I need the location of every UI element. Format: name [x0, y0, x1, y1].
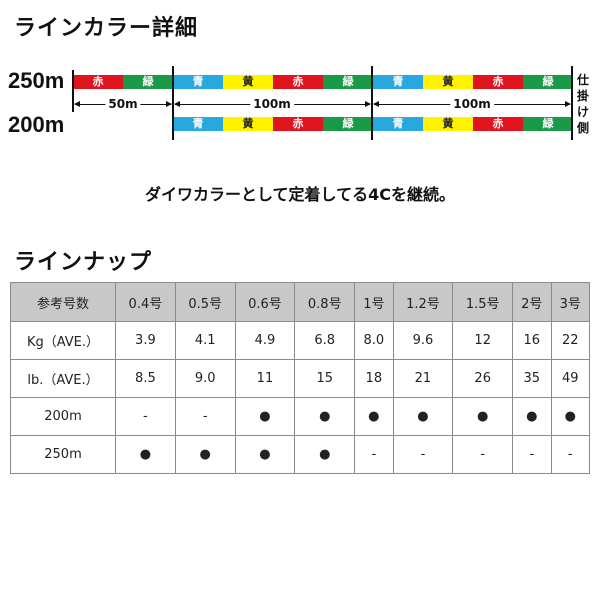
color-segment: 緑 — [323, 75, 373, 89]
color-segment: 赤 — [473, 117, 523, 131]
table-row: 200m - - ● ● ● ● ● ● ● — [10, 397, 590, 436]
table-cell: 49 — [550, 359, 590, 398]
table-row: lb.（AVE.） 8.5 9.0 11 15 18 21 26 35 49 — [10, 359, 590, 398]
row-label-cell: 250m — [10, 435, 116, 474]
divider-line — [571, 66, 573, 140]
table-row: 250m ● ● ● ● - - - - - — [10, 435, 590, 474]
color-segment: 赤 — [473, 75, 523, 89]
table-cell: 26 — [452, 359, 514, 398]
lineup-table: 参考号数 0.4号 0.5号 0.6号 0.8号 1号 1.2号 1.5号 2号 3号 Kg（AVE… — [10, 282, 590, 474]
description-sentence: ダイワカラーとして定着してる4Cを継続。 — [145, 185, 455, 204]
table-cell: 8.5 — [115, 359, 176, 398]
table-cell: ● — [174, 435, 236, 474]
color-segment: 黄 — [423, 75, 473, 89]
table-cell: 3号 — [550, 282, 590, 322]
row-label-cell: 200m — [10, 397, 116, 436]
table-cell: 1.5号 — [452, 282, 514, 322]
table-cell: 9.0 — [174, 359, 236, 398]
table-cell: - — [174, 397, 236, 436]
dimension-label: 50m — [105, 97, 141, 111]
table-cell: 9.6 — [392, 321, 454, 360]
table-cell: 3.9 — [115, 321, 176, 360]
color-segment: 赤 — [73, 75, 123, 89]
color-segment: 黄 — [223, 117, 273, 131]
table-cell: 2号 — [512, 282, 552, 322]
table-cell: ● — [452, 397, 514, 436]
table-cell: 0.5号 — [174, 282, 236, 322]
table-cell: ● — [354, 397, 394, 436]
table-cell: 22 — [550, 321, 590, 360]
dimension-label: 100m — [250, 97, 294, 111]
dimension-label: 100m — [450, 97, 494, 111]
color-segment: 青 — [173, 75, 223, 89]
table-cell: 12 — [452, 321, 514, 360]
color-segment: 緑 — [323, 117, 373, 131]
table-cell: 1号 — [354, 282, 394, 322]
color-segment: 緑 — [523, 75, 573, 89]
table-cell: ● — [234, 397, 296, 436]
table-cell: 35 — [512, 359, 552, 398]
color-bar-200m: 青黄赤緑青黄赤緑 — [173, 117, 573, 131]
row-label-cell: Kg（AVE.） — [10, 321, 116, 360]
table-cell: 18 — [354, 359, 394, 398]
table-cell: - — [392, 435, 454, 474]
table-cell: 21 — [392, 359, 454, 398]
length-200-label: 200m — [8, 112, 65, 137]
color-segment: 黄 — [423, 117, 473, 131]
lineup-title: ラインナップ — [14, 250, 153, 275]
table-cell: 0.8号 — [294, 282, 356, 322]
row-label-cell: 参考号数 — [10, 282, 116, 322]
rig-side-label: 仕掛け側 — [576, 73, 589, 135]
table-cell: ● — [294, 397, 356, 436]
table-cell: - — [354, 435, 394, 474]
row-label-cell: lb.（AVE.） — [10, 359, 116, 398]
color-segment: 黄 — [223, 75, 273, 89]
table-cell: ● — [550, 397, 590, 436]
color-segment: 青 — [373, 75, 423, 89]
table-header-row: 参考号数 0.4号 0.5号 0.6号 0.8号 1号 1.2号 1.5号 2号 3号 — [10, 282, 590, 322]
divider-line — [172, 66, 174, 140]
color-segment: 青 — [173, 117, 223, 131]
length-250-label: 250m — [8, 68, 65, 93]
table-cell: ● — [392, 397, 454, 436]
table-cell: ● — [294, 435, 356, 474]
table-cell: - — [452, 435, 514, 474]
table-cell: 1.2号 — [392, 282, 454, 322]
table-cell: ● — [512, 397, 552, 436]
table-cell: 11 — [234, 359, 296, 398]
table-cell: - — [550, 435, 590, 474]
table-cell: ● — [115, 435, 176, 474]
table-cell: 4.1 — [174, 321, 236, 360]
color-segment: 緑 — [123, 75, 173, 89]
table-cell: 6.8 — [294, 321, 356, 360]
table-cell: 16 — [512, 321, 552, 360]
color-segment: 青 — [373, 117, 423, 131]
color-detail-title: ラインカラー詳細 — [14, 16, 199, 41]
color-segment: 緑 — [523, 117, 573, 131]
table-cell: 0.4号 — [115, 282, 176, 322]
table-row: Kg（AVE.） 3.9 4.1 4.9 6.8 8.0 9.6 12 16 22 — [10, 321, 590, 360]
color-segment: 赤 — [273, 75, 323, 89]
table-cell: - — [115, 397, 176, 436]
table-cell: 15 — [294, 359, 356, 398]
divider-line — [72, 70, 74, 112]
color-segment: 赤 — [273, 117, 323, 131]
table-cell: 0.6号 — [234, 282, 296, 322]
table-cell: 4.9 — [234, 321, 296, 360]
table-cell: 8.0 — [354, 321, 394, 360]
table-cell: - — [512, 435, 552, 474]
divider-line — [371, 66, 373, 140]
color-bar-250m: 赤緑青黄赤緑青黄赤緑 — [73, 75, 573, 89]
table-cell: ● — [234, 435, 296, 474]
